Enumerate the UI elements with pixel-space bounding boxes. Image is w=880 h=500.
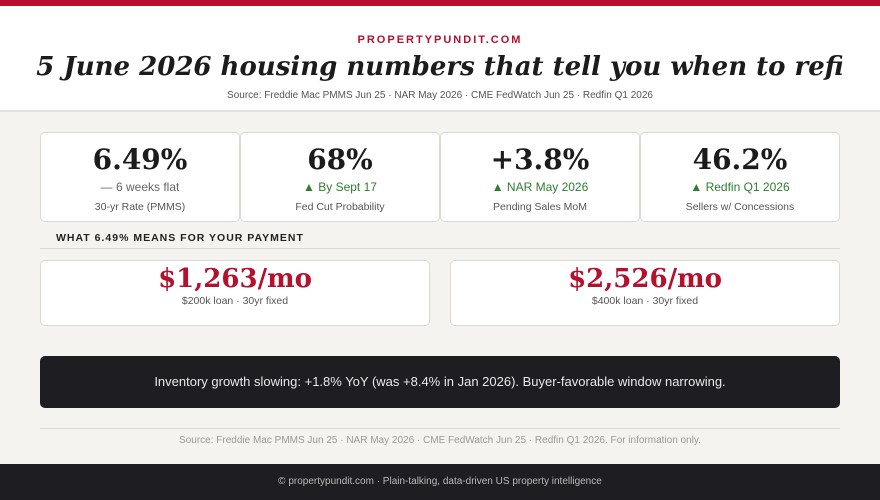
stat-change: — 6 weeks flat xyxy=(100,180,180,194)
stat-card: +3.8% ▲ NAR May 2026 Pending Sales MoM xyxy=(440,132,640,222)
title: 5 June 2026 housing numbers that tell yo… xyxy=(36,52,844,82)
header: PROPERTYPUNDIT.COM 5 June 2026 housing n… xyxy=(0,6,880,112)
stat-change: ▲ By Sept 17 xyxy=(303,180,377,194)
stat-label: 30-yr Rate (PMMS) xyxy=(94,201,186,213)
stats-row: 6.49% — 6 weeks flat 30-yr Rate (PMMS) 68% ▲… xyxy=(40,132,840,222)
stat-card: 46.2% ▲ Redfin Q1 2026 Sellers w/ Concessi… xyxy=(640,132,840,222)
brand: PROPERTYPUNDIT.COM xyxy=(357,34,523,46)
stat-label: Sellers w/ Concessions xyxy=(685,201,795,213)
stat-value: 6.49% xyxy=(92,143,188,176)
stat-value: +3.8% xyxy=(490,143,590,176)
top-bar xyxy=(0,0,880,6)
payment-value: $2,526/mo xyxy=(568,264,722,294)
section-heading: WHAT 6.49% MEANS FOR YOUR PAYMENT xyxy=(40,232,840,249)
payment-card: $1,263/mo $200k loan · 30yr fixed xyxy=(40,260,430,326)
banner: Inventory growth slowing: +1.8% YoY (was… xyxy=(40,356,840,408)
payment-value: $1,263/mo xyxy=(158,264,312,294)
stat-value: 68% xyxy=(307,143,373,176)
payment-label: $400k loan · 30yr fixed xyxy=(591,295,699,307)
stat-card: 6.49% — 6 weeks flat 30-yr Rate (PMMS) xyxy=(40,132,240,222)
stat-value: 46.2% xyxy=(692,143,788,176)
payment-card: $2,526/mo $400k loan · 30yr fixed xyxy=(450,260,840,326)
stat-card: 68% ▲ By Sept 17 Fed Cut Probability xyxy=(240,132,440,222)
payment-label: $200k loan · 30yr fixed xyxy=(181,295,289,307)
stat-change: ▲ Redfin Q1 2026 xyxy=(690,180,790,194)
stat-label: Fed Cut Probability xyxy=(295,201,385,213)
source: Source: Freddie Mac PMMS Jun 25 · NAR Ma… xyxy=(227,90,653,101)
footer: © propertypundit.com · Plain-talking, da… xyxy=(0,464,880,500)
footer-source: Source: Freddie Mac PMMS Jun 25 · NAR Ma… xyxy=(40,428,840,446)
stat-change: ▲ NAR May 2026 xyxy=(491,180,589,194)
stat-label: Pending Sales MoM xyxy=(493,201,587,213)
